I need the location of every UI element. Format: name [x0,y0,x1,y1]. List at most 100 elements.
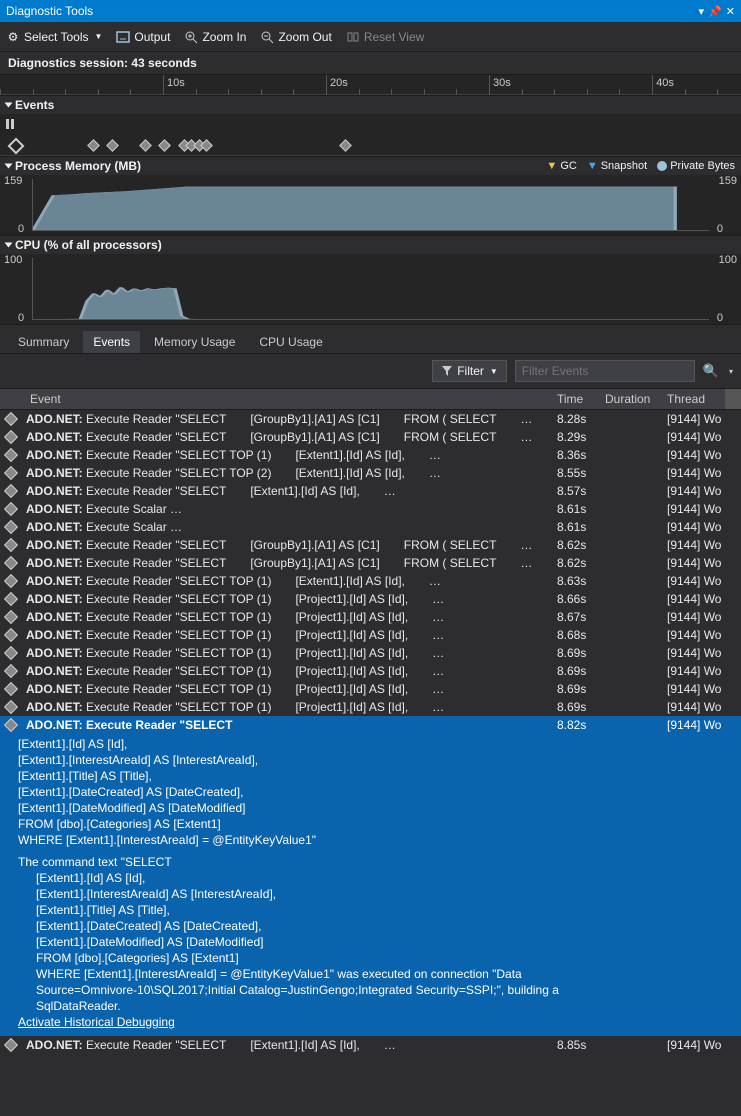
intellitrace-icon [4,592,18,606]
chevron-down-icon[interactable]: ▾ [729,367,733,376]
time-cell: 8.61s [553,519,601,535]
collapse-icon [5,243,13,248]
grid-header: Event Time Duration Thread [0,388,741,410]
thread-cell: [9144] Wo [663,411,725,427]
intellitrace-icon [4,412,18,426]
table-row[interactable]: ADO.NET: Execute Scalar "IF db_id(N'Just… [0,500,741,518]
thread-cell: [9144] Wo [663,465,725,481]
collapse-icon [5,103,13,108]
tab-summary[interactable]: Summary [8,331,79,353]
window-menu-icon[interactable]: ▾ [699,5,705,18]
close-icon[interactable]: ✕ [726,5,735,18]
duration-cell [601,573,663,575]
table-row[interactable]: ADO.NET: Execute Reader "SELECT TOP (1)[… [0,572,741,590]
activate-historical-debugging-link[interactable]: Activate Historical Debugging [4,1014,737,1030]
col-thread[interactable]: Thread [663,389,725,409]
cpu-section-header[interactable]: CPU (% of all processors) [0,235,741,254]
output-button[interactable]: Output [116,30,170,44]
cpu-ymax-r: 100 [719,254,737,266]
col-duration[interactable]: Duration [601,389,663,409]
memory-section-header[interactable]: Process Memory (MB) ▼GC ▼Snapshot Privat… [0,156,741,175]
table-row[interactable]: ADO.NET: Execute Reader "SELECT TOP (1)[… [0,590,741,608]
zoom-in-button[interactable]: Zoom In [184,30,246,44]
event-marker-icon[interactable] [139,139,152,152]
col-time[interactable]: Time [553,389,601,409]
table-row-selected[interactable]: ADO.NET: Execute Reader "SELECT8.82s[914… [0,716,741,734]
zoom-out-button[interactable]: Zoom Out [260,30,331,44]
event-marker-icon[interactable] [87,139,100,152]
table-row[interactable]: ADO.NET: Execute Reader "SELECT TOP (1)[… [0,662,741,680]
table-row[interactable]: ADO.NET: Execute Reader "SELECT TOP (1)[… [0,698,741,716]
event-text: ADO.NET: Execute Reader "SELECT[GroupBy1… [22,411,553,427]
cpu-ymin: 0 [18,312,24,324]
intellitrace-icon [4,484,18,498]
events-track[interactable] [0,114,741,156]
table-row[interactable]: ADO.NET: Execute Reader "SELECT[GroupBy1… [0,428,741,446]
duration-cell [601,411,663,413]
event-marker-icon[interactable] [106,139,119,152]
table-row[interactable]: ADO.NET: Execute Reader "SELECT[GroupBy1… [0,536,741,554]
duration-cell [601,429,663,431]
col-event[interactable]: Event [24,389,553,409]
reset-view-icon [346,30,360,44]
event-marker-icon[interactable] [339,139,352,152]
event-detail: [Extent1].[Id] AS [Id],[Extent1].[Intere… [0,734,741,1036]
tab-cpu-usage[interactable]: CPU Usage [249,331,332,353]
duration-cell [601,537,663,539]
intellitrace-icon [4,682,18,696]
chevron-down-icon: ▼ [490,367,498,376]
intellitrace-icon [4,448,18,462]
event-text: ADO.NET: Execute Reader "SELECT[Extent1]… [22,1037,553,1053]
cpu-chart[interactable]: 100 0 100 0 [0,254,741,324]
thread-cell: [9144] Wo [663,609,725,625]
intellitrace-icon [4,574,18,588]
table-row[interactable]: ADO.NET: Execute Reader "SELECT TOP (1)[… [0,626,741,644]
thread-cell: [9144] Wo [663,555,725,571]
duration-cell [601,447,663,449]
filter-events-input[interactable] [515,360,695,382]
snapshot-marker-icon: ▼ [587,160,598,172]
filter-button[interactable]: Filter ▼ [432,360,507,382]
zoom-in-label: Zoom In [202,30,246,44]
event-text: ADO.NET: Execute Reader "SELECT[Extent1]… [22,483,553,499]
intellitrace-icon [4,718,18,732]
thread-cell: [9144] Wo [663,519,725,535]
event-marker-icon[interactable] [158,139,171,152]
timeline-ruler[interactable]: 10s20s30s40s [0,75,741,95]
ruler-tick: 10s [163,75,185,94]
duration-cell [601,465,663,467]
thread-cell: [9144] Wo [663,447,725,463]
intellitrace-icon [4,430,18,444]
events-section-header[interactable]: Events [0,95,741,114]
intellitrace-icon [4,556,18,570]
gear-icon: ⚙ [6,30,20,44]
memory-chart[interactable]: 159 0 159 0 [0,175,741,235]
table-row[interactable]: ADO.NET: Execute Scalar " SELECT Count(*… [0,518,741,536]
tab-events[interactable]: Events [83,331,140,353]
intellitrace-icon [4,538,18,552]
reset-view-button[interactable]: Reset View [346,30,424,44]
thread-cell: [9144] Wo [663,663,725,679]
reset-view-label: Reset View [364,30,424,44]
table-row[interactable]: ADO.NET: Execute Reader "SELECT TOP (2)[… [0,464,741,482]
pin-icon[interactable]: 📌 [708,5,722,18]
duration-cell [601,627,663,629]
time-cell: 8.55s [553,465,601,481]
table-row[interactable]: ADO.NET: Execute Reader "SELECT TOP (1)[… [0,644,741,662]
table-row[interactable]: ADO.NET: Execute Reader "SELECT TOP (1)[… [0,608,741,626]
intellitrace-icon [4,466,18,480]
table-row[interactable]: ADO.NET: Execute Reader "SELECT[GroupBy1… [0,410,741,428]
event-text: ADO.NET: Execute Reader "SELECT TOP (1)[… [22,609,553,625]
tab-memory-usage[interactable]: Memory Usage [144,331,245,353]
select-tools-button[interactable]: ⚙ Select Tools ▼ [6,30,102,44]
table-row[interactable]: ADO.NET: Execute Reader "SELECT TOP (1)[… [0,446,741,464]
table-row[interactable]: ADO.NET: Execute Reader "SELECT[GroupBy1… [0,554,741,572]
table-row[interactable]: ADO.NET: Execute Reader "SELECT[Extent1]… [0,1036,741,1054]
time-cell: 8.29s [553,429,601,445]
table-row[interactable]: ADO.NET: Execute Reader "SELECT TOP (1)[… [0,680,741,698]
duration-cell [601,645,663,647]
scrollbar[interactable] [725,389,741,409]
time-cell: 8.68s [553,627,601,643]
search-icon[interactable]: 🔍 [703,363,719,379]
table-row[interactable]: ADO.NET: Execute Reader "SELECT[Extent1]… [0,482,741,500]
